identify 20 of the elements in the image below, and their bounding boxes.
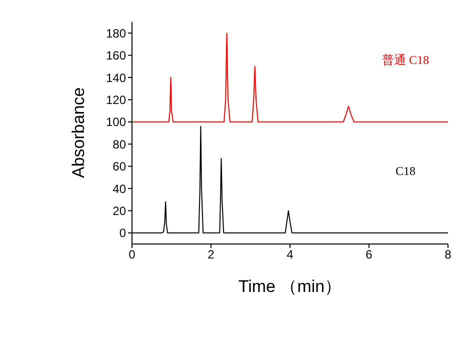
y-tick-label: 40	[112, 182, 126, 196]
y-tick-label: 160	[106, 48, 126, 63]
text: C18	[394, 164, 416, 179]
y-axis-title: Absorbance	[69, 87, 88, 178]
line-series	[132, 32, 448, 122]
text: 普通 C18	[380, 52, 430, 70]
x-tick-label: 6	[366, 248, 373, 262]
y-tick-label: 140	[106, 70, 126, 85]
y-tick-label: 80	[112, 137, 126, 152]
y-tick-label: 180	[106, 26, 126, 40]
x-tick-label: 0	[128, 248, 136, 262]
y-tick-label: 100	[106, 115, 126, 130]
y-tick-label: 120	[106, 92, 126, 107]
x-tick-label: 2	[208, 248, 215, 262]
x-tick-label: 8	[444, 248, 452, 262]
y-tick-label: 20	[112, 204, 126, 218]
y-tick-label: 0	[119, 226, 126, 240]
y-tick-label: 60	[112, 160, 126, 174]
x-axis-title: Time （min）	[238, 277, 342, 296]
x-tick-label: 4	[286, 248, 294, 262]
